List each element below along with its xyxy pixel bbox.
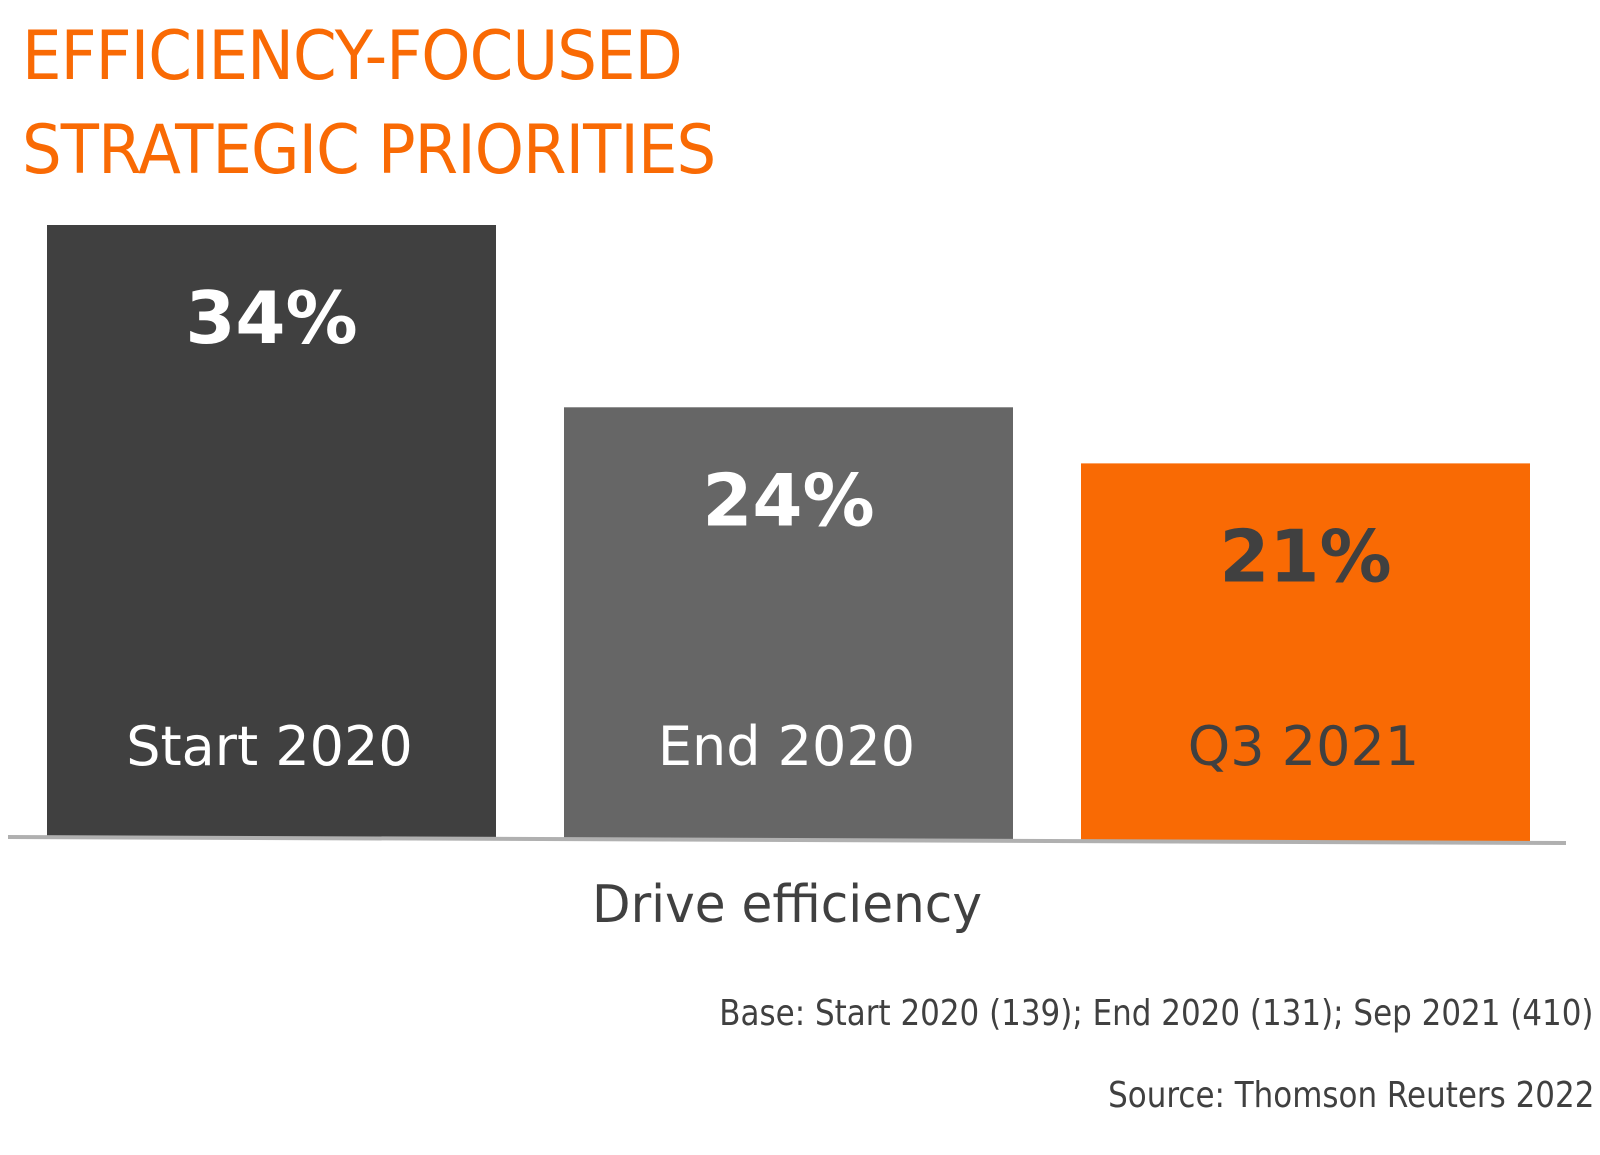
category-label-3: Q3 2021 (1188, 715, 1419, 778)
bar-group-2: 24% End 2020 (564, 407, 1013, 840)
value-label-2: 24% (702, 458, 874, 542)
category-label-1: Start 2020 (126, 715, 413, 778)
value-label-3: 21% (1219, 514, 1391, 598)
category-label-2: End 2020 (658, 715, 915, 778)
bar-group-1: 34% Start 2020 (47, 225, 496, 838)
bar-1 (47, 225, 496, 838)
source-footnote: Source: Thomson Reuters 2022 (1107, 1075, 1594, 1116)
bar-3 (1081, 463, 1530, 842)
title-line-2: STRATEGIC PRIORITIES (22, 111, 716, 190)
bar-group-3: 21% Q3 2021 (1081, 463, 1530, 842)
chart-title: EFFICIENCY-FOCUSED STRATEGIC PRIORITIES (22, 10, 716, 198)
value-label-1: 34% (185, 276, 357, 360)
x-axis-label: Drive efficiency (592, 875, 982, 935)
bar-2 (564, 407, 1013, 840)
x-axis-baseline (7, 835, 1567, 845)
base-footnote: Base: Start 2020 (139); End 2020 (131); … (719, 993, 1594, 1034)
title-line-1: EFFICIENCY-FOCUSED (22, 17, 683, 96)
